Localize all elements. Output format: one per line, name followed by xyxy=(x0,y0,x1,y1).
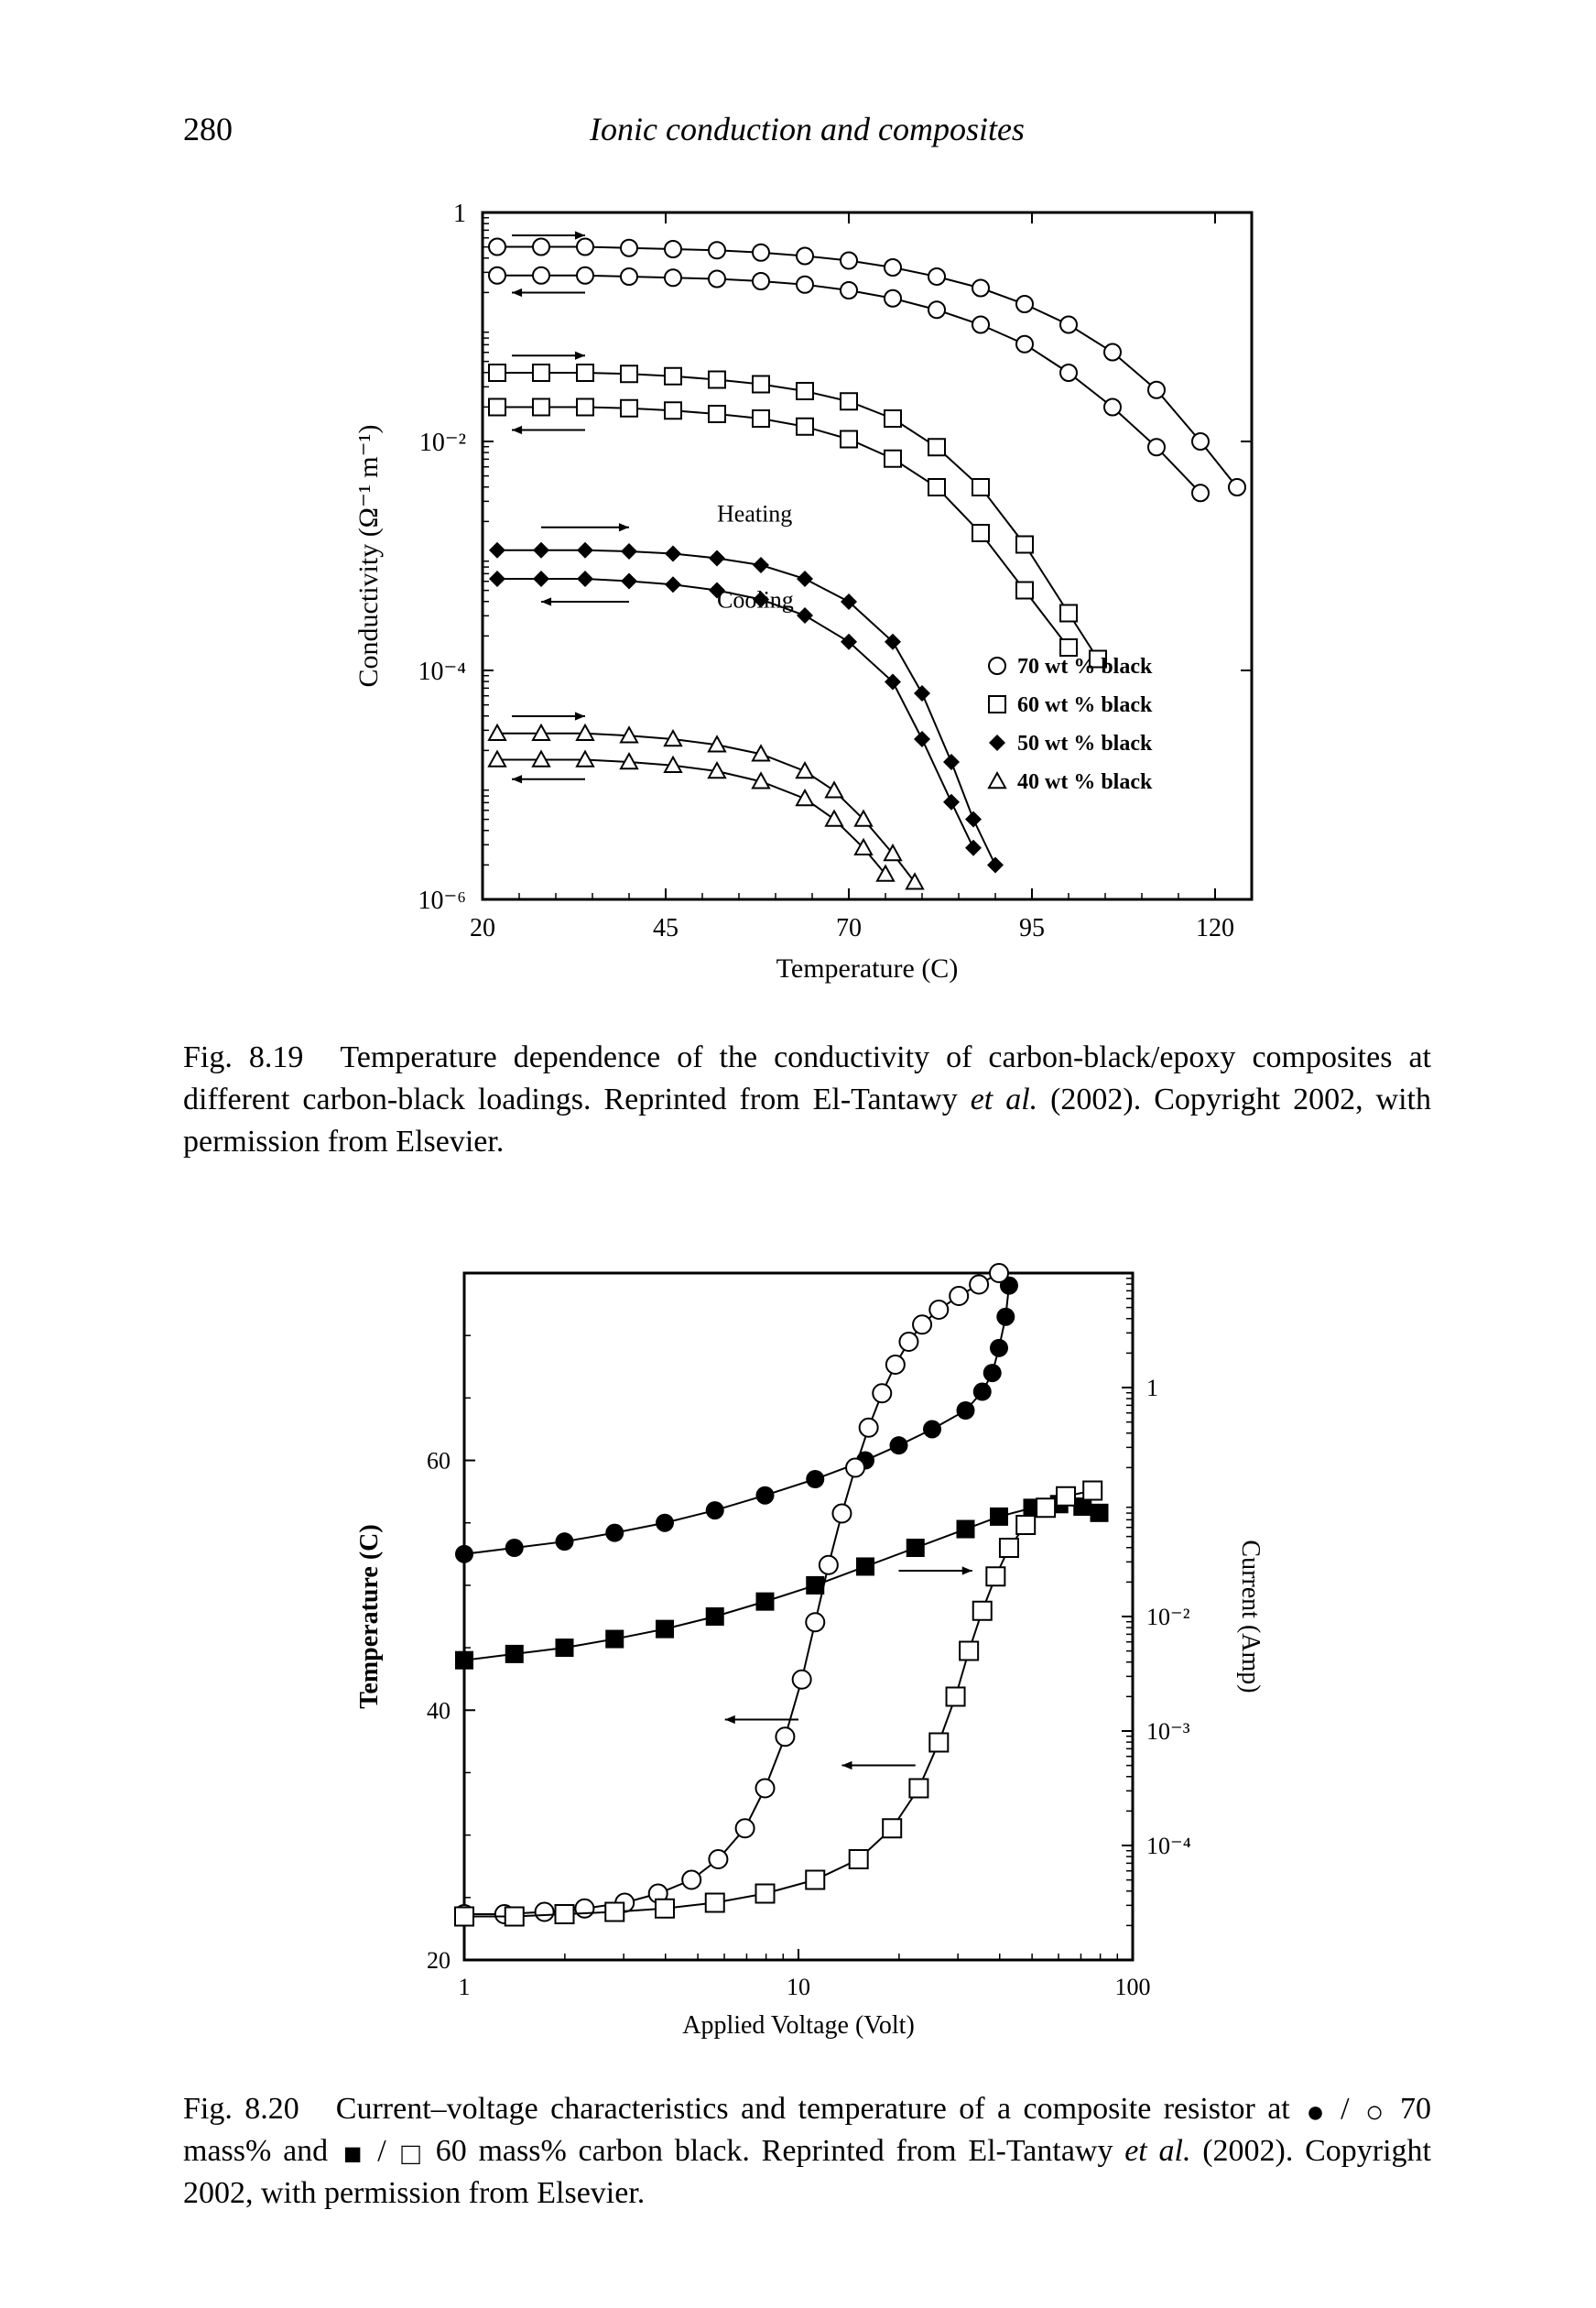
svg-text:1: 1 xyxy=(453,200,466,228)
running-title: Ionic conduction and composites xyxy=(590,110,1025,148)
svg-text:10⁻²: 10⁻² xyxy=(418,429,465,457)
c3: 60 mass% carbon black. Reprinted from El… xyxy=(424,2134,1124,2168)
filled-circle-icon: ● xyxy=(1306,2092,1325,2134)
svg-text:70 wt % black: 70 wt % black xyxy=(1017,655,1153,679)
svg-text:120: 120 xyxy=(1196,914,1234,942)
fig820-chart: 1 10 100 Applied Voltage (Volt) 20 40 60 Temper… xyxy=(327,1236,1288,2061)
svg-text:Current (Amp): Current (Amp) xyxy=(1236,1540,1265,1693)
svg-text:10⁻²: 10⁻² xyxy=(1146,1604,1190,1630)
open-circle-icon: ○ xyxy=(1365,2092,1384,2134)
svg-text:Temperature (C): Temperature (C) xyxy=(355,1524,384,1708)
svg-text:Heating: Heating xyxy=(717,501,792,528)
open-square-icon: □ xyxy=(401,2134,420,2176)
svg-text:10⁻³: 10⁻³ xyxy=(1146,1718,1190,1745)
figure-8-19: 20 45 70 95 120 Temperature (C) 10⁻⁶ 10⁻⁴ 10⁻² 1 C… xyxy=(183,185,1431,1163)
svg-text:60: 60 xyxy=(427,1447,451,1474)
svg-text:60 wt % black: 60 wt % black xyxy=(1017,693,1153,717)
c-ital: et al. xyxy=(1124,2134,1190,2168)
svg-text:20: 20 xyxy=(470,914,495,942)
fig819-cap-ital: et al. xyxy=(971,1083,1037,1116)
svg-text:40 wt % black: 40 wt % black xyxy=(1017,770,1153,794)
svg-text:40: 40 xyxy=(427,1697,451,1724)
page-number: 280 xyxy=(183,110,233,148)
svg-text:Applied Voltage (Volt): Applied Voltage (Volt) xyxy=(682,2011,915,2040)
svg-text:Conductivity (Ω⁻¹ m⁻¹): Conductivity (Ω⁻¹ m⁻¹) xyxy=(353,425,384,688)
svg-text:Temperature (C): Temperature (C) xyxy=(776,953,958,984)
svg-text:10⁻⁴: 10⁻⁴ xyxy=(1146,1833,1191,1859)
fig820-caption: Fig. 8.20 Current–voltage characteristics… xyxy=(183,2088,1431,2215)
c-sep2: / xyxy=(365,2134,397,2168)
fig819-label: Fig. 8.19 xyxy=(183,1040,303,1074)
filled-square-icon: ■ xyxy=(343,2134,363,2176)
fig819-chart: 20 45 70 95 120 Temperature (C) 10⁻⁶ 10⁻⁴ 10⁻² 1 C… xyxy=(327,185,1288,1009)
svg-text:10: 10 xyxy=(787,1974,810,2000)
svg-text:10⁻⁴: 10⁻⁴ xyxy=(418,658,466,686)
svg-text:10⁻⁶: 10⁻⁶ xyxy=(418,887,466,915)
page: 280 Ionic conduction and composites 000 … xyxy=(0,0,1596,2308)
svg-text:1: 1 xyxy=(458,1974,470,2000)
svg-text:95: 95 xyxy=(1019,914,1045,942)
svg-text:45: 45 xyxy=(653,914,679,942)
page-header: 280 Ionic conduction and composites 000 xyxy=(183,110,1431,148)
fig820-label: Fig. 8.20 xyxy=(183,2092,299,2126)
svg-text:70: 70 xyxy=(836,914,862,942)
fig819-caption: Fig. 8.19Temperature dependence of the c… xyxy=(183,1037,1431,1163)
svg-text:Cooling: Cooling xyxy=(717,586,794,613)
c1: Current–voltage characteristics and temp… xyxy=(336,2092,1302,2126)
svg-text:1: 1 xyxy=(1146,1375,1158,1401)
c-sep1: / xyxy=(1329,2092,1362,2126)
svg-text:20: 20 xyxy=(427,1947,451,1974)
figure-8-20: 1 10 100 Applied Voltage (Volt) 20 40 60 Temper… xyxy=(183,1236,1431,2215)
svg-text:100: 100 xyxy=(1114,1974,1150,2000)
svg-text:50 wt % black: 50 wt % black xyxy=(1017,732,1153,756)
